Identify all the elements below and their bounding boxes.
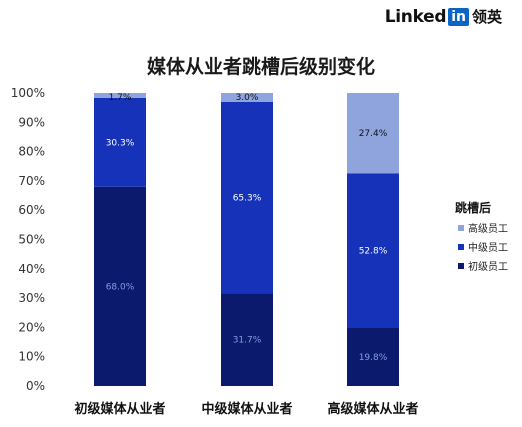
data-label: 65.3% (233, 193, 262, 203)
y-tick-label: 30% (18, 291, 45, 305)
bar-segment (94, 97, 146, 187)
legend-swatch (458, 244, 464, 250)
data-label: 27.4% (359, 129, 388, 139)
y-tick-label: 100% (11, 86, 45, 100)
y-tick-label: 70% (18, 174, 45, 188)
y-tick-label: 0% (26, 379, 45, 393)
bar-segment (94, 93, 146, 98)
y-tick-label: 40% (18, 262, 45, 276)
brand-wordmark: Linked (384, 6, 447, 27)
bar-segment (94, 186, 146, 386)
category-label: 中级媒体从业者 (201, 401, 292, 417)
legend-swatch (458, 225, 464, 231)
bar-segment (221, 101, 273, 294)
category-label: 初级媒体从业者 (74, 401, 165, 417)
bar-segment (347, 173, 399, 328)
bar-segment (221, 93, 273, 102)
y-tick-label: 60% (18, 203, 45, 217)
data-label: 30.3% (106, 138, 135, 148)
bar-segment (347, 93, 399, 174)
category-label: 高级媒体从业者 (327, 401, 418, 417)
linkedin-logo: Linked in 领英 (385, 6, 502, 27)
y-tick-label: 90% (18, 115, 45, 129)
brand-cn-name: 领英 (471, 8, 502, 26)
legend-label: 初级员工 (468, 260, 508, 273)
y-tick-label: 50% (18, 233, 45, 247)
data-label: 1.7% (109, 93, 132, 103)
data-label: 31.7% (233, 336, 262, 346)
legend-swatch (458, 263, 464, 269)
brand-in-badge: in (448, 7, 469, 26)
data-label: 19.8% (359, 353, 388, 363)
y-tick-label: 80% (18, 145, 45, 159)
bar-segment (347, 327, 399, 386)
chart-title: 媒体从业者跳槽后级别变化 (146, 56, 375, 78)
data-label: 3.0% (236, 93, 259, 103)
data-label: 52.8% (359, 247, 388, 257)
legend-label: 高级员工 (468, 222, 508, 235)
y-tick-label: 20% (18, 320, 45, 334)
bar-segment (221, 293, 273, 386)
legend-label: 中级员工 (468, 241, 508, 254)
data-label: 68.0% (106, 282, 135, 292)
y-tick-label: 10% (18, 350, 45, 364)
legend-title: 跳槽后 (455, 200, 491, 215)
